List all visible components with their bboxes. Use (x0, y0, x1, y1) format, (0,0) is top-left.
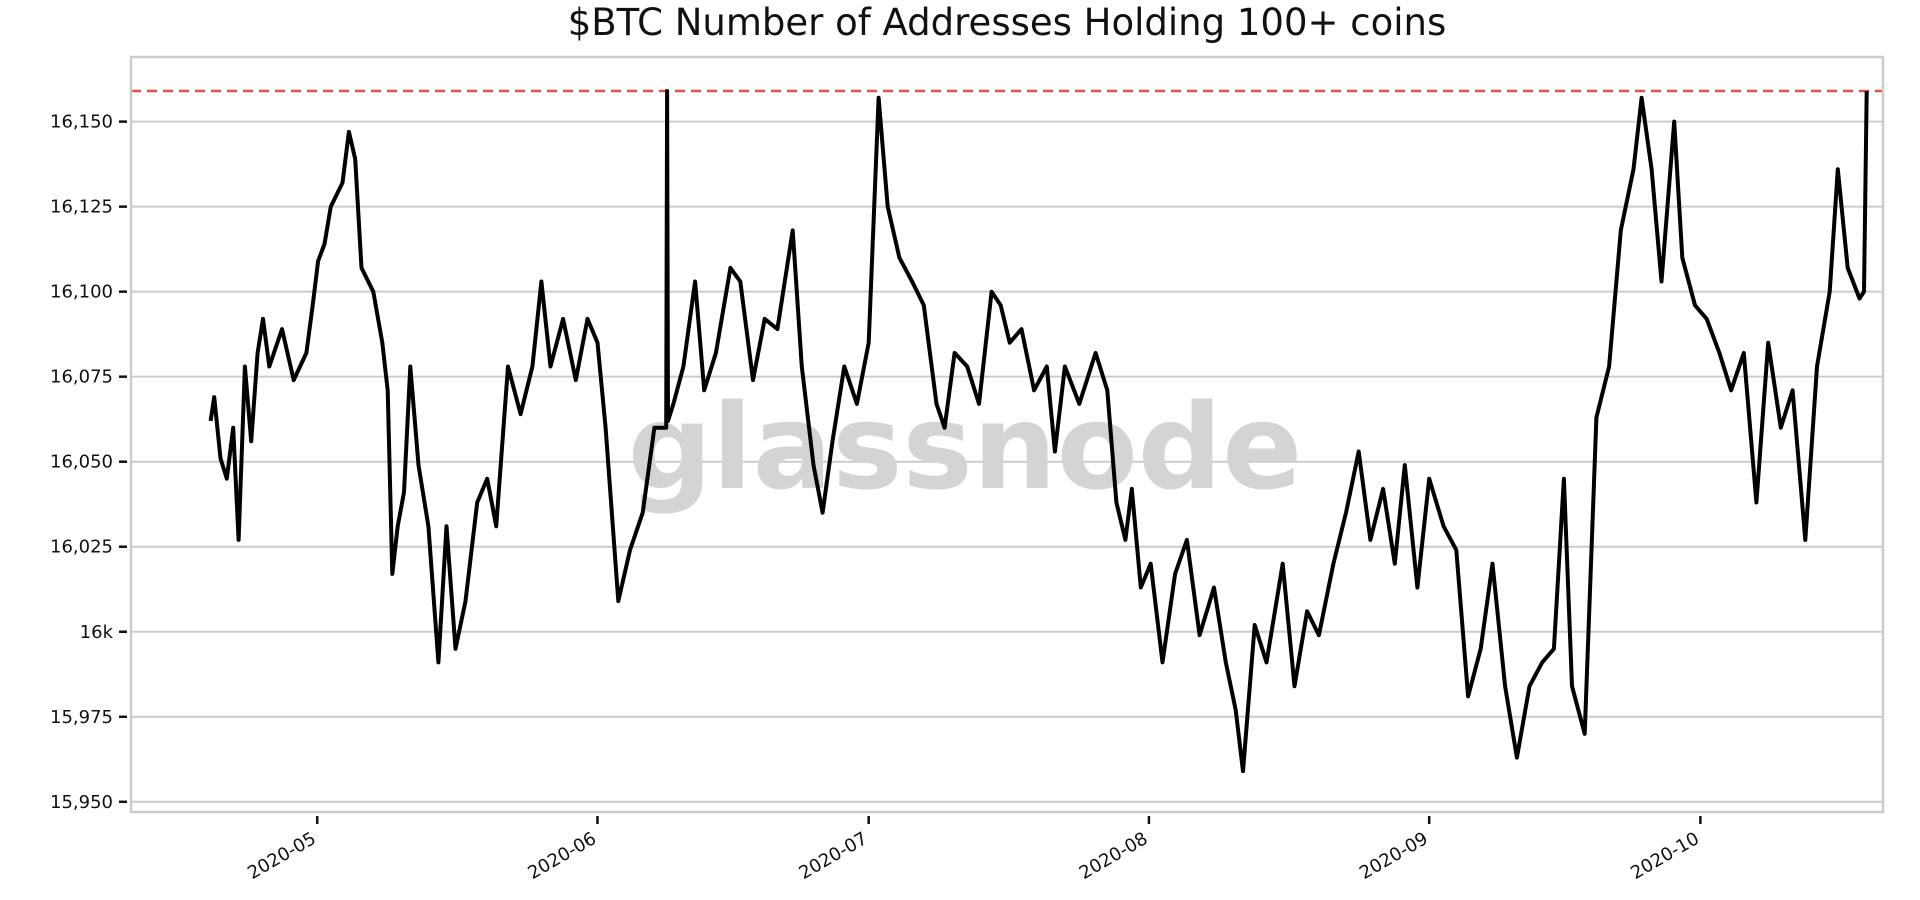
x-tick-label: 2020-06 (524, 828, 600, 884)
y-axis: 16,150 16,125 16,100 16,075 16,050 16,025 16k 1… (50, 112, 127, 813)
series-line (208, 89, 1869, 774)
x-tick-label: 2020-07 (796, 828, 872, 884)
y-tick-label: 15,975 (50, 707, 113, 728)
y-tick-label: 16,050 (50, 452, 113, 473)
y-tick-label: 16k (80, 622, 114, 643)
y-tick-label: 15,950 (50, 792, 113, 813)
chart-title: $BTC Number of Addresses Holding 100+ co… (568, 1, 1447, 44)
y-tick-label: 16,125 (50, 197, 113, 218)
watermark: glassnode (628, 378, 1303, 516)
x-tick-label: 2020-08 (1076, 828, 1152, 884)
y-tick-label: 16,100 (50, 282, 113, 303)
x-tick-label: 2020-10 (1627, 828, 1703, 884)
y-tick-label: 16,025 (50, 537, 113, 558)
plot-frame (129, 55, 1885, 814)
y-tick-label: 16,150 (50, 112, 113, 133)
gridlines (131, 120, 1883, 803)
y-tick-label: 16,075 (50, 367, 113, 388)
x-tick-label: 2020-09 (1356, 828, 1432, 884)
x-axis: 2020-05 2020-06 2020-07 2020-08 2020-09 2020-… (244, 816, 1703, 884)
x-tick-label: 2020-05 (244, 828, 320, 884)
